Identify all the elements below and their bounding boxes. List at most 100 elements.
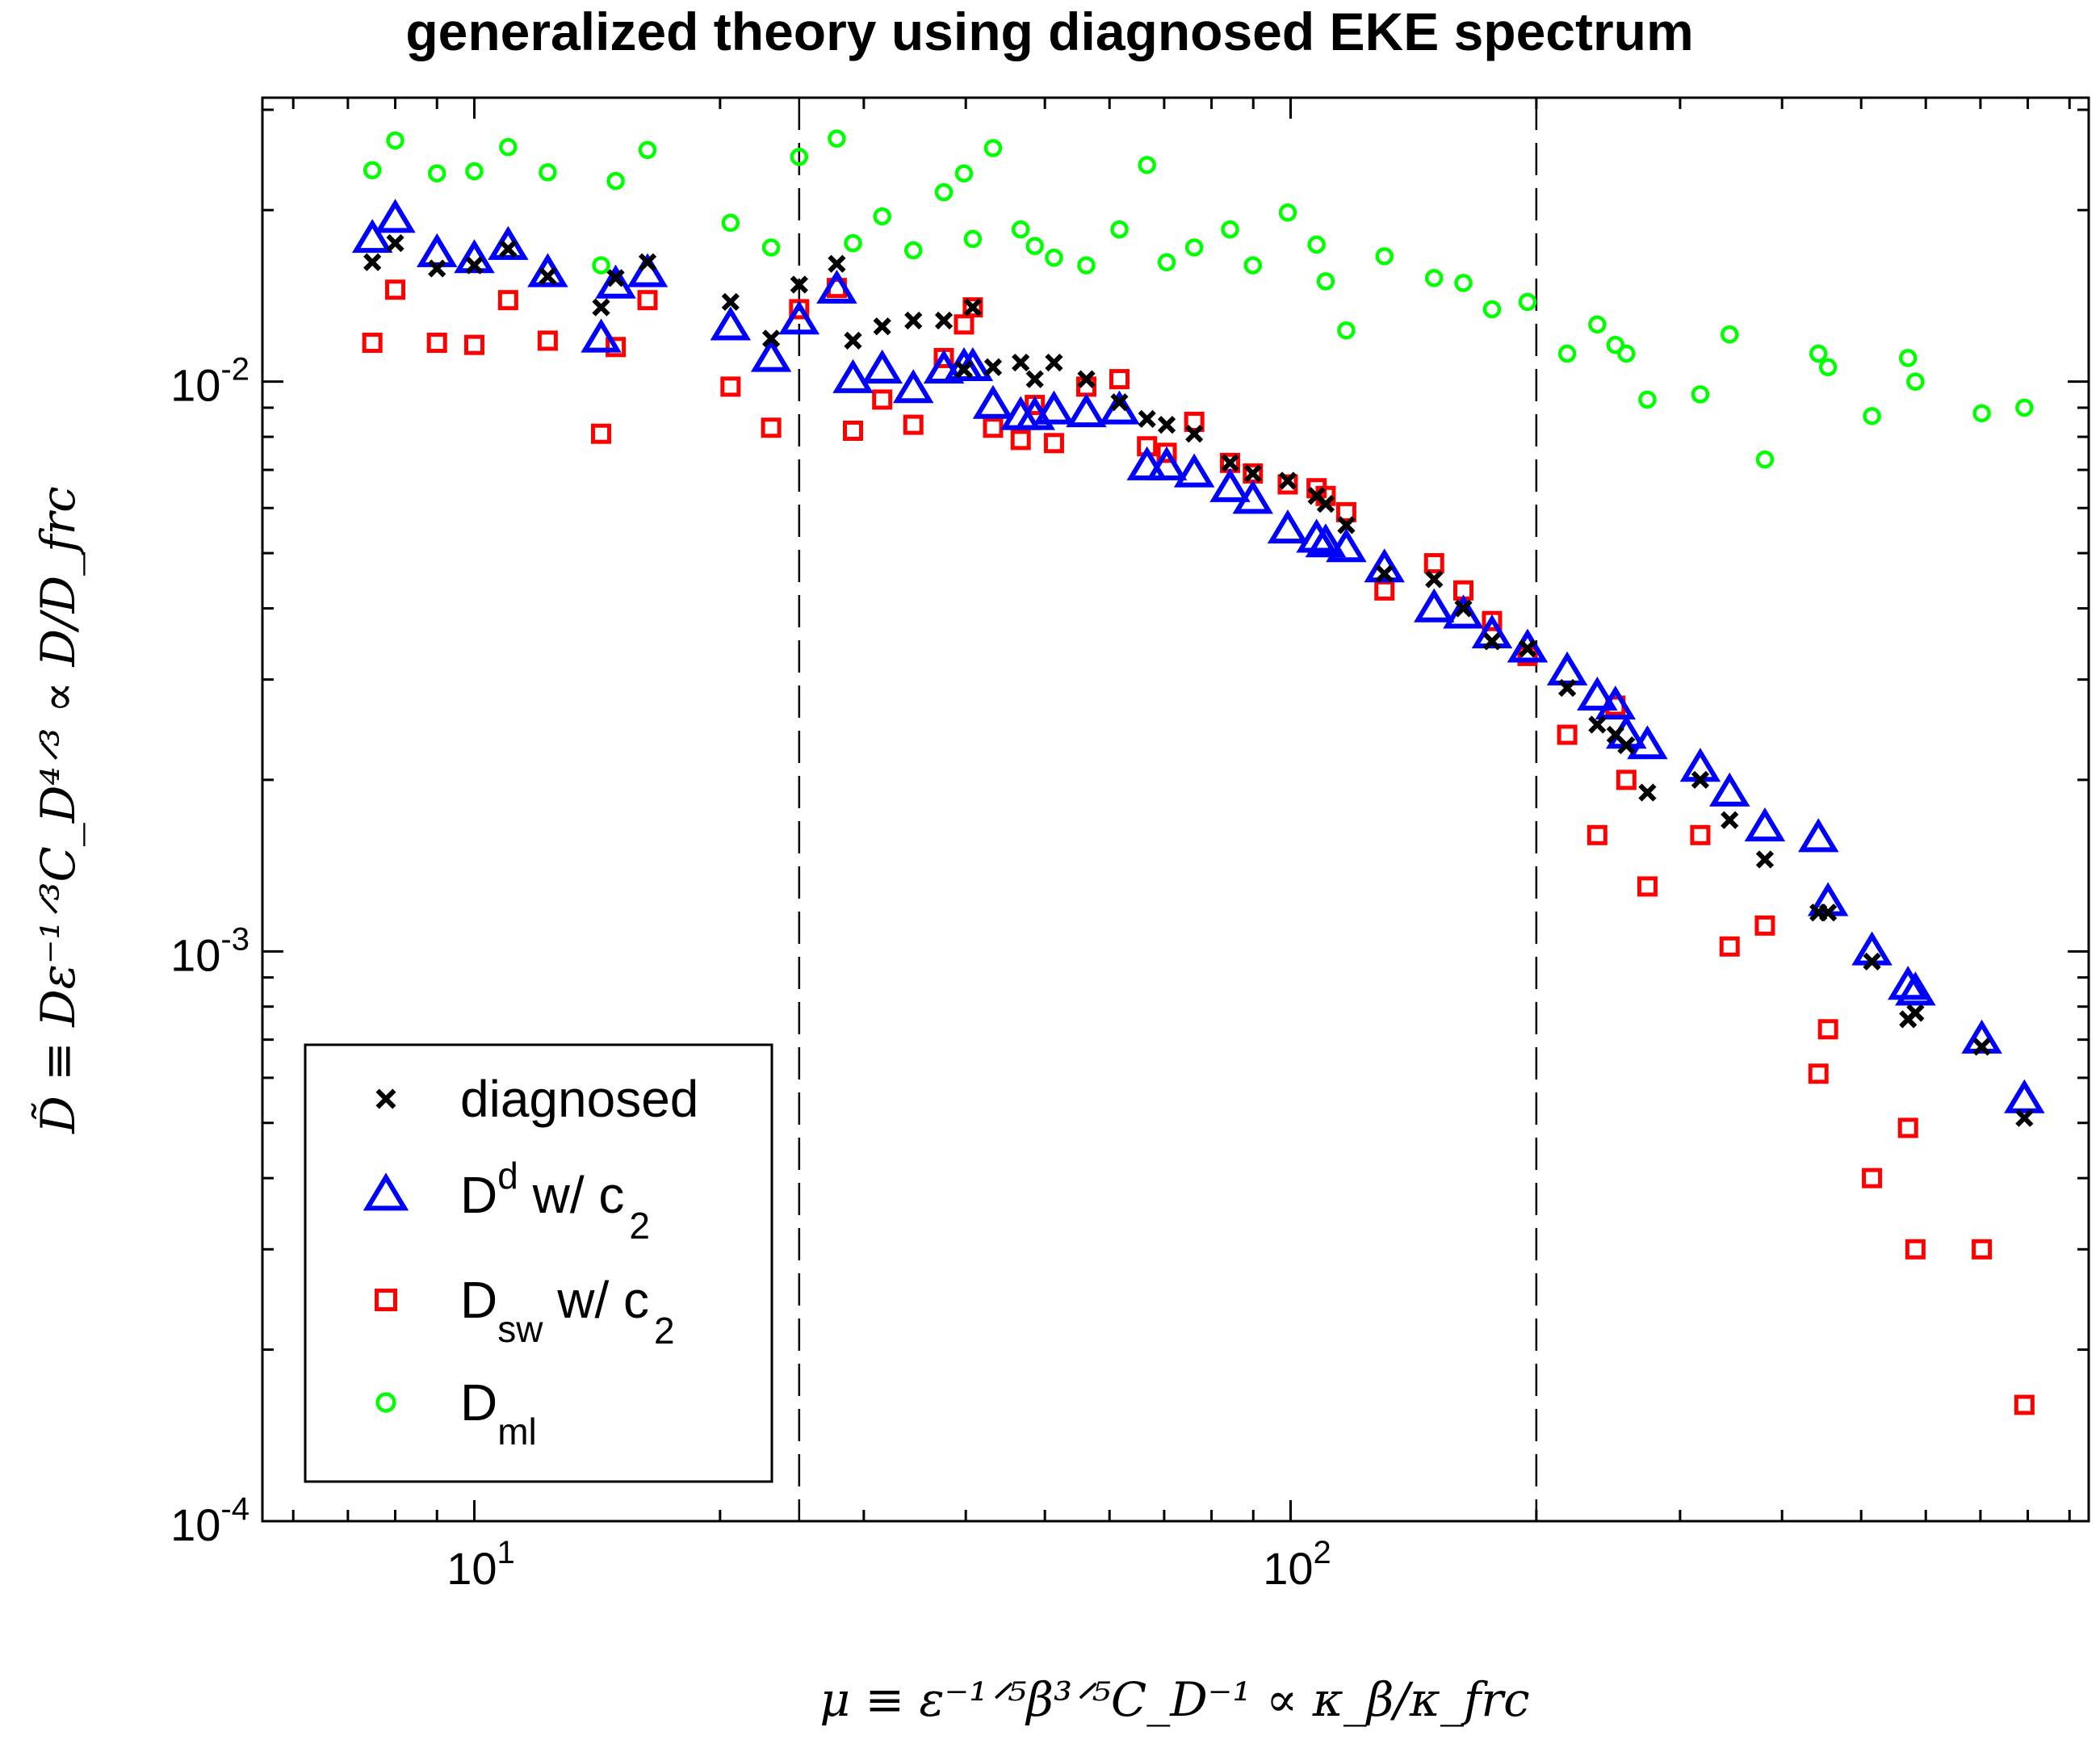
point-circle-19 — [983, 139, 1003, 157]
point-triangle-38 — [1507, 628, 1549, 663]
point-triangle-19 — [972, 384, 1014, 419]
point-triangle-12 — [816, 269, 857, 304]
point-triangle-13 — [832, 358, 874, 393]
plot-frame — [261, 96, 2090, 1523]
point-circle-28 — [1221, 220, 1239, 239]
point-circle-32 — [1316, 272, 1335, 291]
axis-tick-labels: 101 102 10-4 10-3 10-2 — [170, 352, 1331, 1594]
point-circle-47 — [1809, 344, 1828, 363]
point-square-2 — [426, 333, 447, 354]
point-circle-3 — [465, 161, 484, 181]
point-square-42 — [1616, 769, 1637, 790]
point-triangle-22 — [1033, 390, 1075, 425]
legend-label-2: Dsw w/ c2 — [460, 1271, 675, 1352]
point-x-36 — [1454, 599, 1473, 618]
point-circle-12 — [828, 129, 846, 148]
point-circle-6 — [592, 256, 610, 275]
point-circle-15 — [903, 241, 923, 260]
point-circle-50 — [1898, 349, 1918, 367]
point-square-17 — [954, 314, 975, 335]
point-square-48 — [1817, 1019, 1838, 1040]
point-x-28 — [1221, 454, 1239, 472]
point-triangle-40 — [1577, 676, 1618, 711]
point-circle-35 — [1424, 269, 1444, 287]
point-square-39 — [1557, 724, 1578, 745]
point-triangle-34 — [1364, 548, 1405, 583]
point-circle-8 — [638, 140, 657, 160]
reference-lines — [798, 98, 1538, 1521]
point-circle-29 — [1243, 256, 1263, 275]
point-circle-24 — [1110, 220, 1129, 239]
point-square-1 — [385, 279, 406, 300]
point-x-26 — [1157, 415, 1176, 434]
point-square-40 — [1587, 824, 1607, 845]
point-square-27 — [1184, 411, 1205, 432]
point-x-25 — [1138, 409, 1156, 428]
point-square-43 — [1637, 876, 1658, 897]
point-circle-5 — [539, 163, 557, 182]
point-x-53 — [2015, 1109, 2034, 1127]
point-x-22 — [1045, 353, 1063, 372]
legend-label-3: Dml — [460, 1373, 537, 1453]
point-circle-17 — [954, 164, 974, 182]
point-circle-0 — [363, 161, 382, 180]
point-square-46 — [1754, 915, 1775, 936]
legend-marker-square — [375, 1289, 397, 1311]
point-x-23 — [1077, 370, 1096, 388]
point-triangle-10 — [750, 337, 792, 372]
series-x — [363, 234, 2034, 1127]
point-x-29 — [1243, 464, 1262, 483]
chart-title: generalized theory using diagnosed EKE s… — [405, 2, 1693, 61]
point-triangle-32 — [1305, 523, 1347, 558]
point-x-33 — [1337, 516, 1356, 535]
point-triangle-33 — [1326, 528, 1367, 563]
point-circle-21 — [1025, 237, 1044, 255]
point-square-33 — [1335, 501, 1356, 522]
point-triangle-47 — [1797, 818, 1839, 853]
point-circle-26 — [1157, 253, 1176, 272]
point-x-10 — [761, 329, 781, 348]
x-tick-label-0: 101 — [446, 1535, 515, 1594]
point-circle-22 — [1045, 248, 1063, 267]
point-x-17 — [954, 360, 974, 379]
point-triangle-3 — [454, 239, 495, 274]
point-x-48 — [1819, 903, 1838, 922]
point-x-12 — [828, 254, 846, 273]
point-triangle-37 — [1471, 614, 1513, 649]
point-triangle-44 — [1679, 748, 1721, 782]
point-x-46 — [1755, 850, 1775, 869]
point-square-5 — [537, 330, 558, 351]
point-circle-13 — [844, 233, 862, 253]
y-tick-label-1: 10-3 — [170, 921, 249, 980]
point-square-22 — [1043, 433, 1064, 454]
point-triangle-45 — [1709, 772, 1750, 807]
point-triangle-15 — [892, 369, 934, 404]
point-triangle-4 — [488, 225, 529, 260]
point-x-49 — [1863, 952, 1881, 971]
plot-series — [351, 129, 2045, 1415]
point-circle-40 — [1588, 315, 1607, 334]
point-circle-33 — [1337, 321, 1356, 340]
point-triangle-11 — [778, 300, 820, 335]
point-triangle-14 — [861, 349, 903, 384]
point-circle-37 — [1482, 300, 1502, 319]
point-circle-48 — [1818, 358, 1838, 377]
y-axis-label: D̃ ≡ Dε⁻¹ᐟ³C_D⁴ᐟ³ ∝ D/D_frc — [30, 486, 86, 1134]
point-triangle-8 — [627, 253, 669, 287]
point-square-50 — [1897, 1117, 1918, 1138]
point-x-38 — [1518, 639, 1537, 658]
point-circle-9 — [721, 213, 740, 233]
point-square-10 — [761, 417, 782, 438]
point-triangle-51 — [1895, 971, 1936, 1006]
point-circle-38 — [1518, 292, 1537, 312]
point-circle-52 — [1972, 404, 1991, 423]
x-tick-label-1: 102 — [1263, 1535, 1331, 1594]
legend-marker-circle — [375, 1392, 396, 1413]
point-square-20 — [1010, 430, 1031, 451]
point-x-16 — [934, 311, 954, 330]
legend-marker-triangle — [363, 1172, 409, 1211]
point-triangle-2 — [416, 233, 458, 267]
point-x-6 — [592, 298, 610, 317]
point-circle-7 — [606, 171, 625, 191]
point-triangle-35 — [1414, 588, 1455, 623]
